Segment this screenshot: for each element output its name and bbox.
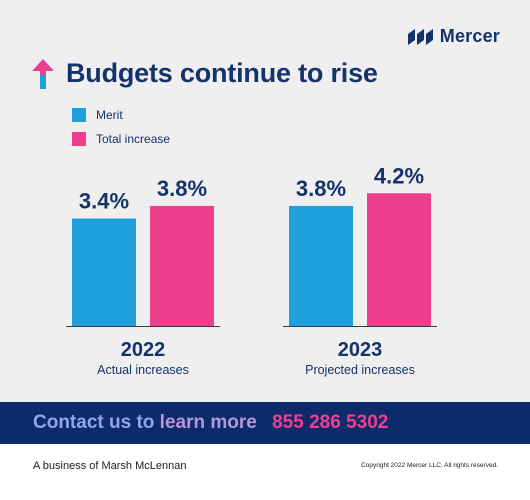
contact-phone[interactable]: 855 286 5302 [272,412,389,433]
category-subtitle-2023: Projected increases [305,363,415,377]
category-subtitle-2022: Actual increases [97,363,189,377]
data-label-total-increase-2023: 4.2% [374,163,424,188]
bar-chart: 3.4% 3.8% 2022 Actual increases 3.8% 4.2% 2023… [66,163,437,377]
bar-group-2022: 3.4% 3.8% 2022 Actual increases [66,176,220,377]
legend-label-merit: Merit [96,108,123,122]
legend-swatch-total [72,132,86,146]
legend-label-total: Total increase [96,132,171,146]
contact-lead-2: learn more [159,412,257,433]
legend-item-merit: Merit [72,108,170,122]
legend-swatch-merit [72,108,86,122]
mercer-logo[interactable]: Mercer [407,26,500,47]
mercer-logo-icon [407,28,433,45]
legend-item-total: Total increase [72,132,170,146]
data-label-total-increase-2022: 3.8% [157,176,207,201]
contact-lead-1: Contact us to [33,412,155,433]
bar-total-increase-2023 [367,193,431,326]
footer-parent-company: A business of Marsh McLennan [33,460,187,472]
chart-legend: Merit Total increase [72,108,170,156]
bar-merit-2023 [289,205,353,326]
footer: A business of Marsh McLennan Copyright 2… [0,444,530,500]
bar-total-increase-2022 [150,205,214,326]
infographic-card: Mercer Budgets continue to rise Merit To… [0,0,530,402]
bar-group-2023: 3.8% 4.2% 2023 Projected increases [283,163,437,377]
contact-banner[interactable]: Contact us to learn more 855 286 5302 [0,402,530,444]
title-row: Budgets continue to rise [32,58,378,89]
data-label-merit-2022: 3.4% [79,189,129,214]
contact-text[interactable]: Contact us to learn more 855 286 5302 [33,412,388,434]
up-arrow-icon [32,58,54,89]
page-title: Budgets continue to rise [66,58,378,88]
data-label-merit-2023: 3.8% [296,176,346,201]
category-label-2022: 2022 [121,339,166,361]
footer-copyright: Copyright 2022 Mercer LLC. All rights re… [361,462,498,469]
brand-name: Mercer [439,26,500,46]
bar-merit-2022 [72,218,136,326]
category-label-2023: 2023 [338,339,383,361]
